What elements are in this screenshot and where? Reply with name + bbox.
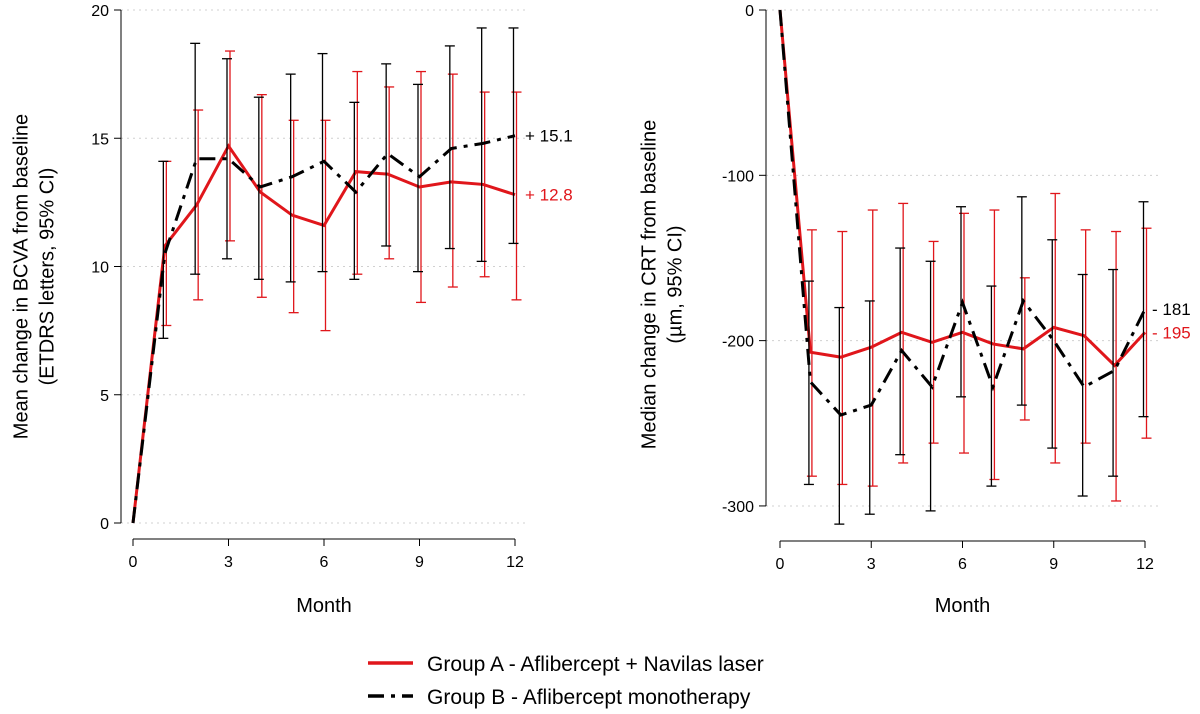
x-tick-label: 9 (1049, 556, 1058, 573)
end-value-label: + 12.8 (525, 186, 573, 205)
series-line (778, 9, 1147, 417)
y-tick-label: 0 (745, 3, 754, 20)
series-group-a: - 195 (778, 9, 1191, 502)
crt-chart: -300 -200 -100 0 0 3 6 9 12 Month Median change in… (638, 3, 1190, 617)
legend: Group A - Aflibercept + Navilas laser Gr… (368, 653, 764, 709)
y-axis-title: (ETDRS letters, 95% CI) (36, 168, 58, 386)
x-tick-label: 6 (958, 556, 967, 573)
series-group-a: + 12.8 (131, 50, 573, 524)
x-tick-label: 0 (129, 554, 138, 571)
legend-label-group-a: Group A - Aflibercept + Navilas laser (427, 653, 764, 676)
series-group-b: - 181 (778, 9, 1191, 525)
y-tick-label: 5 (100, 388, 109, 405)
y-axis-title: Mean change in BCVA from baseline (10, 114, 32, 439)
y-tick-label: 20 (91, 3, 109, 20)
y-axis-title: Median change in CRT from baseline (638, 120, 660, 449)
end-value-label: + 15.1 (525, 127, 573, 146)
y-axis-title: (µm, 95% CI) (664, 225, 686, 343)
end-value-label: - 195 (1152, 323, 1191, 342)
x-tick-label: 3 (867, 556, 876, 573)
series-line (131, 134, 516, 524)
x-axis-title: Month (296, 595, 352, 617)
x-tick-label: 6 (320, 554, 329, 571)
y-tick-label: -100 (722, 168, 754, 185)
y-tick-label: 10 (91, 260, 109, 277)
end-value-label: - 181 (1152, 300, 1191, 319)
x-tick-label: 12 (506, 554, 524, 571)
series-line (778, 9, 1147, 368)
y-tick-label: 0 (100, 516, 109, 533)
series-group-b: + 15.1 (131, 27, 573, 524)
y-tick-label: -300 (722, 499, 754, 516)
x-axis-title: Month (935, 595, 991, 617)
x-tick-label: 9 (415, 554, 424, 571)
x-tick-label: 12 (1136, 556, 1154, 573)
bcva-chart: 0 5 10 15 20 0 3 6 9 12 Month Mean change in BCVA f… (10, 3, 572, 617)
y-tick-label: -200 (722, 334, 754, 351)
series-line (131, 143, 516, 524)
x-tick-label: 0 (776, 556, 785, 573)
legend-label-group-b: Group B - Aflibercept monotherapy (427, 686, 751, 709)
x-tick-label: 3 (224, 554, 233, 571)
y-tick-label: 15 (91, 131, 109, 148)
